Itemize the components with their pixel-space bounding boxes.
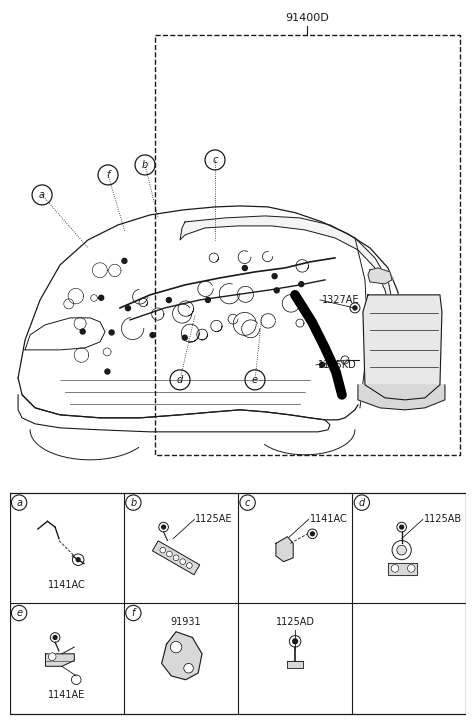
Text: c: c xyxy=(245,497,250,507)
Text: a: a xyxy=(39,190,45,200)
Circle shape xyxy=(310,532,314,536)
Circle shape xyxy=(272,273,277,278)
Polygon shape xyxy=(358,385,445,410)
Polygon shape xyxy=(276,537,293,562)
Polygon shape xyxy=(368,268,392,284)
Polygon shape xyxy=(162,632,202,680)
Text: 1141AC: 1141AC xyxy=(48,579,86,590)
Circle shape xyxy=(160,547,166,553)
Circle shape xyxy=(391,565,399,572)
Circle shape xyxy=(274,288,279,293)
Circle shape xyxy=(105,369,110,374)
Circle shape xyxy=(182,335,187,340)
Text: d: d xyxy=(177,375,183,385)
Circle shape xyxy=(319,362,325,367)
Circle shape xyxy=(407,565,415,572)
Circle shape xyxy=(126,305,130,310)
Circle shape xyxy=(99,295,104,300)
Circle shape xyxy=(53,635,57,640)
Text: 91400D: 91400D xyxy=(286,13,329,23)
Text: 1327AE: 1327AE xyxy=(322,295,359,305)
Circle shape xyxy=(80,329,85,334)
Circle shape xyxy=(49,653,56,661)
Circle shape xyxy=(353,306,357,310)
Circle shape xyxy=(109,330,114,335)
Circle shape xyxy=(173,555,179,561)
Circle shape xyxy=(122,258,127,263)
Text: 1125KD: 1125KD xyxy=(318,360,357,370)
Bar xyxy=(288,662,303,668)
Text: 1125AD: 1125AD xyxy=(276,617,315,627)
Circle shape xyxy=(184,664,193,673)
Circle shape xyxy=(397,545,407,555)
Circle shape xyxy=(187,563,192,569)
Circle shape xyxy=(76,558,80,562)
Text: 1141AE: 1141AE xyxy=(48,690,85,700)
Circle shape xyxy=(242,265,248,270)
Text: 1125AB: 1125AB xyxy=(424,515,462,524)
Polygon shape xyxy=(180,216,393,308)
Text: d: d xyxy=(359,497,365,507)
Polygon shape xyxy=(363,295,442,400)
Circle shape xyxy=(162,525,166,529)
Circle shape xyxy=(167,551,172,557)
Text: f: f xyxy=(106,170,110,180)
Circle shape xyxy=(299,281,304,286)
Text: a: a xyxy=(16,497,22,507)
Circle shape xyxy=(170,641,182,653)
Text: c: c xyxy=(212,155,218,165)
Circle shape xyxy=(167,297,171,302)
Text: b: b xyxy=(130,497,137,507)
Circle shape xyxy=(206,297,210,302)
Circle shape xyxy=(293,639,298,643)
Text: b: b xyxy=(142,160,148,170)
Polygon shape xyxy=(388,563,417,575)
Circle shape xyxy=(180,559,186,565)
Text: f: f xyxy=(132,608,135,618)
Circle shape xyxy=(400,525,404,529)
Text: e: e xyxy=(16,608,22,618)
Text: 1141AC: 1141AC xyxy=(309,515,347,524)
Text: 91931: 91931 xyxy=(170,617,201,627)
Text: e: e xyxy=(252,375,258,385)
Text: 1125AE: 1125AE xyxy=(195,515,233,524)
Polygon shape xyxy=(152,541,200,575)
Polygon shape xyxy=(46,654,74,666)
Circle shape xyxy=(150,332,155,337)
